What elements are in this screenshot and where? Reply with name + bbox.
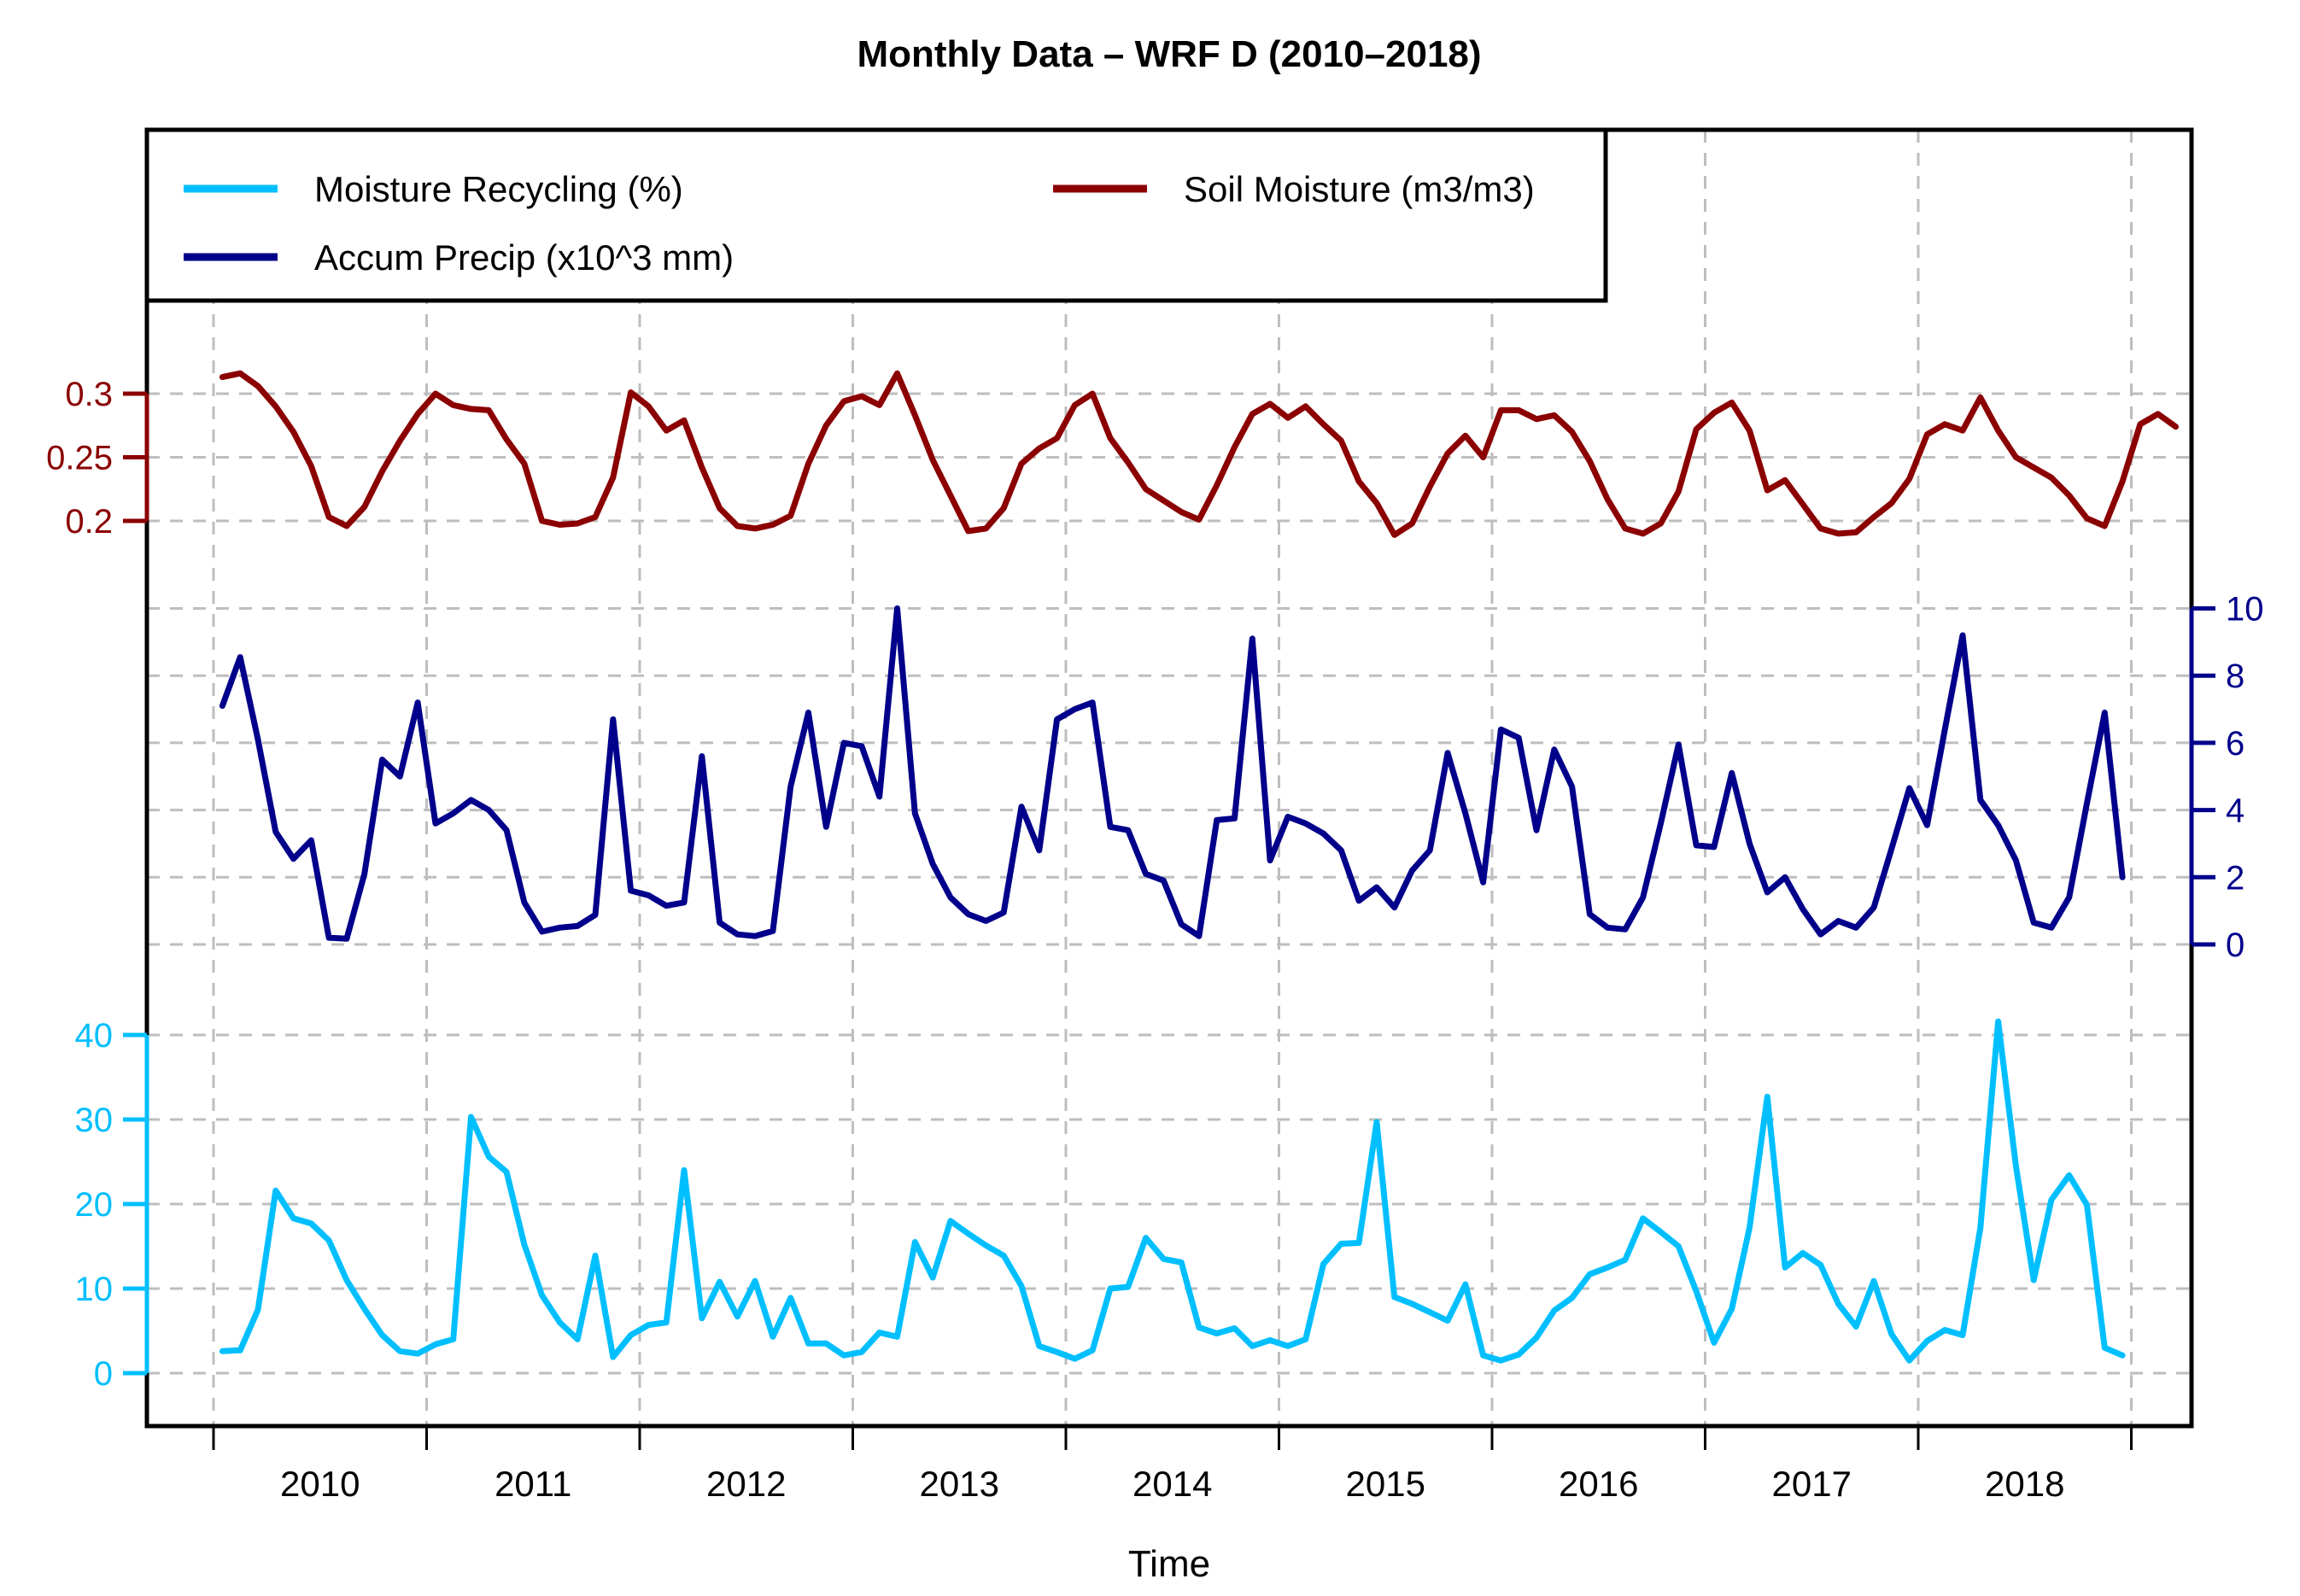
plot-border xyxy=(144,127,2194,1429)
legend: Moisture Recycling (%) Soil Moisture (m3… xyxy=(144,127,1608,303)
precip-axis-tick-label-4: 4 xyxy=(2226,792,2244,830)
x-tick-label-2015: 2015 xyxy=(1346,1464,1425,1504)
soil-axis-tick-label-0.25: 0.25 xyxy=(46,440,113,477)
soil-axis-tick-label-0.3: 0.3 xyxy=(65,376,113,413)
rec-axis-tick-label-30: 30 xyxy=(75,1102,114,1139)
series-layer xyxy=(219,370,2179,1364)
rec-axis-tick-label-20: 20 xyxy=(75,1186,114,1224)
x-tick-label-2010: 2010 xyxy=(280,1464,360,1504)
legend-label-accum-precip: Accum Precip (x10^3 mm) xyxy=(314,237,734,278)
x-axis-caption: Time xyxy=(1128,1543,1210,1585)
x-tick-label-2017: 2017 xyxy=(1772,1464,1852,1504)
precip-axis-tick-label-10: 10 xyxy=(2226,591,2264,628)
x-tick-label-2012: 2012 xyxy=(706,1464,786,1504)
chart-title: Monthly Data – WRF D (2010–2018) xyxy=(857,33,1481,75)
series-line-soil xyxy=(219,370,2179,538)
precip-axis-tick-label-2: 2 xyxy=(2226,859,2244,897)
x-tick-label-2018: 2018 xyxy=(1985,1464,2064,1504)
x-tick-label-2014: 2014 xyxy=(1132,1464,1212,1504)
legend-box xyxy=(144,127,1608,303)
gridlines-layer xyxy=(147,130,2192,1426)
legend-label-soil-moisture: Soil Moisture (m3/m3) xyxy=(1184,169,1535,209)
series-line-recycling xyxy=(219,1018,2126,1364)
x-tick-label-2013: 2013 xyxy=(920,1464,999,1504)
precip-axis-tick-label-8: 8 xyxy=(2226,658,2244,695)
precip-axis-tick-label-6: 6 xyxy=(2226,725,2244,763)
precip-axis-tick-label-0: 0 xyxy=(2226,927,2244,964)
rec-axis-tick-label-0: 0 xyxy=(94,1355,113,1393)
rec-axis-tick-label-40: 40 xyxy=(75,1017,114,1055)
x-tick-label-2011: 2011 xyxy=(495,1464,571,1504)
plot-frame-layer xyxy=(144,127,2194,1429)
series-line-precip xyxy=(219,605,2126,942)
axes-layer: 2010 2011 2012 2013 2014 2015 2016 2017 20180102… xyxy=(46,376,2263,1504)
rec-axis-tick-label-10: 10 xyxy=(75,1271,114,1308)
x-tick-label-2016: 2016 xyxy=(1559,1464,1638,1504)
soil-axis-tick-label-0.2: 0.2 xyxy=(65,503,113,541)
legend-label-moisture-recycling: Moisture Recycling (%) xyxy=(314,169,683,209)
